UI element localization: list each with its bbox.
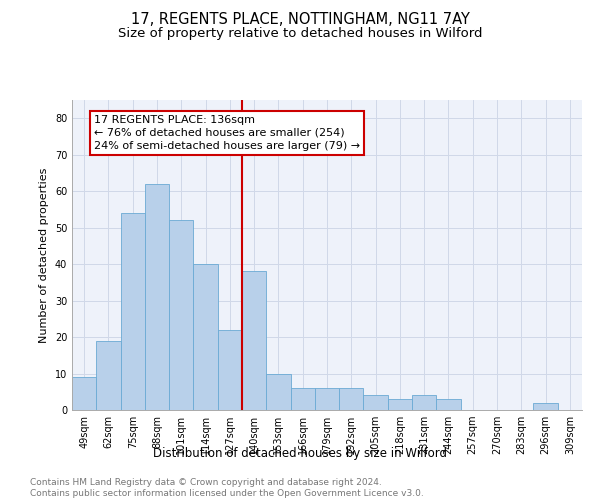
Y-axis label: Number of detached properties: Number of detached properties — [39, 168, 49, 342]
Text: Distribution of detached houses by size in Wilford: Distribution of detached houses by size … — [153, 448, 447, 460]
Bar — [364, 396, 388, 410]
Bar — [436, 399, 461, 410]
Bar — [121, 213, 145, 410]
Bar — [96, 340, 121, 410]
Bar — [339, 388, 364, 410]
Bar — [169, 220, 193, 410]
Bar — [388, 399, 412, 410]
Bar — [533, 402, 558, 410]
Text: Size of property relative to detached houses in Wilford: Size of property relative to detached ho… — [118, 28, 482, 40]
Bar — [412, 396, 436, 410]
Bar — [266, 374, 290, 410]
Text: 17, REGENTS PLACE, NOTTINGHAM, NG11 7AY: 17, REGENTS PLACE, NOTTINGHAM, NG11 7AY — [131, 12, 469, 28]
Bar — [290, 388, 315, 410]
Bar — [315, 388, 339, 410]
Bar — [72, 377, 96, 410]
Bar — [193, 264, 218, 410]
Text: Contains HM Land Registry data © Crown copyright and database right 2024.
Contai: Contains HM Land Registry data © Crown c… — [30, 478, 424, 498]
Bar — [145, 184, 169, 410]
Bar — [218, 330, 242, 410]
Bar — [242, 272, 266, 410]
Text: 17 REGENTS PLACE: 136sqm
← 76% of detached houses are smaller (254)
24% of semi-: 17 REGENTS PLACE: 136sqm ← 76% of detach… — [94, 114, 360, 151]
